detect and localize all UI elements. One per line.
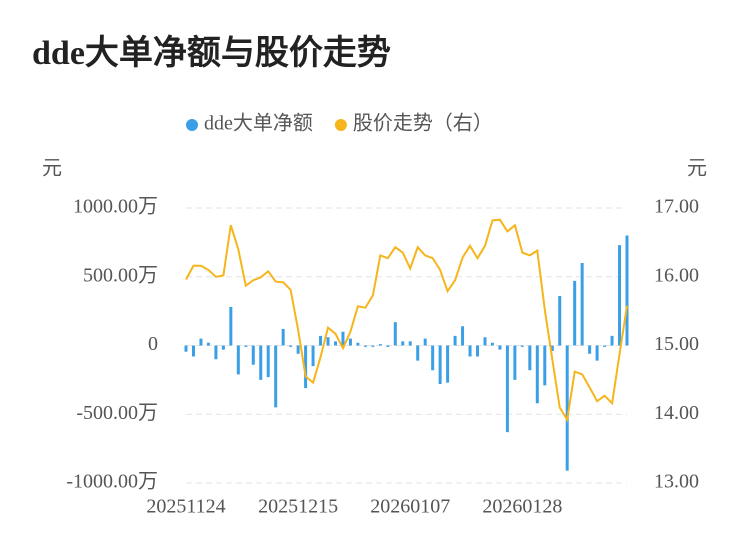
y2-unit: 元 (687, 158, 707, 180)
bar (498, 345, 502, 350)
y-tick-label: 500.00万 (83, 264, 158, 286)
bar (371, 345, 375, 347)
bar (461, 326, 465, 346)
bar (625, 235, 629, 346)
bar (221, 345, 225, 350)
legend-swatch (334, 119, 347, 131)
bar (296, 345, 300, 354)
bar (603, 345, 607, 347)
y2-tick-label: 14.00 (654, 402, 699, 424)
bar (513, 345, 517, 380)
y-unit: 元 (42, 158, 62, 180)
bar (236, 345, 240, 375)
bar (326, 337, 330, 346)
x-tick-label: 20251124 (146, 496, 225, 518)
bar (393, 322, 397, 346)
legend-label: dde大单净额 (204, 112, 313, 135)
x-tick-label: 20260107 (370, 496, 450, 518)
chart-title: dde大单净额与股价走势 (32, 34, 391, 72)
bar (319, 335, 323, 346)
bar (416, 345, 420, 361)
bar (214, 345, 218, 360)
bar (289, 345, 293, 347)
bar (573, 280, 577, 346)
legend-swatch (186, 119, 198, 131)
bar (588, 345, 592, 354)
bar (266, 345, 270, 378)
y-tick-label: -500.00万 (76, 402, 158, 424)
bar (490, 342, 494, 346)
bar (595, 345, 599, 361)
bar (618, 245, 622, 346)
bar (438, 345, 442, 384)
bar (356, 342, 360, 346)
bar (550, 345, 554, 351)
bar (528, 345, 532, 371)
bar (229, 307, 233, 346)
bar (333, 341, 337, 346)
y-tick-label: 1000.00万 (73, 196, 158, 218)
bar (184, 345, 188, 352)
bar (401, 341, 405, 346)
bar (311, 345, 315, 367)
bar (281, 329, 285, 346)
bar (206, 342, 210, 346)
bar (565, 345, 569, 471)
y2-tick-label: 17.00 (654, 196, 699, 218)
bar (468, 345, 472, 357)
bar (558, 296, 562, 346)
bar (386, 345, 390, 347)
bar (520, 345, 524, 347)
bar (610, 335, 614, 346)
bar (244, 345, 248, 347)
bar (199, 338, 203, 346)
bar (505, 345, 509, 433)
bar (431, 345, 435, 371)
bar (543, 345, 547, 386)
y2-tick-label: 13.00 (654, 471, 699, 493)
bar (423, 338, 427, 346)
bar (408, 341, 412, 346)
bar (251, 345, 255, 365)
bar (348, 338, 352, 346)
bar (304, 345, 308, 389)
bar (446, 345, 450, 383)
bar (453, 335, 457, 346)
bar (274, 345, 278, 408)
y-tick-label: 0 (148, 333, 158, 355)
x-tick-label: 20251215 (258, 496, 338, 518)
bar (259, 345, 263, 380)
bar (580, 263, 584, 346)
bar (476, 345, 480, 357)
bar (483, 337, 487, 346)
y-tick-label: -1000.00万 (66, 471, 158, 493)
y2-tick-label: 15.00 (654, 333, 699, 355)
price-line (185, 218, 628, 423)
x-tick-label: 20260128 (482, 496, 562, 518)
bar (191, 345, 195, 357)
legend-label: 股价走势（右） (353, 112, 493, 135)
bar (363, 345, 367, 347)
bar (341, 331, 345, 346)
y2-tick-label: 16.00 (654, 264, 699, 286)
bar (378, 344, 382, 346)
bar (535, 345, 539, 404)
